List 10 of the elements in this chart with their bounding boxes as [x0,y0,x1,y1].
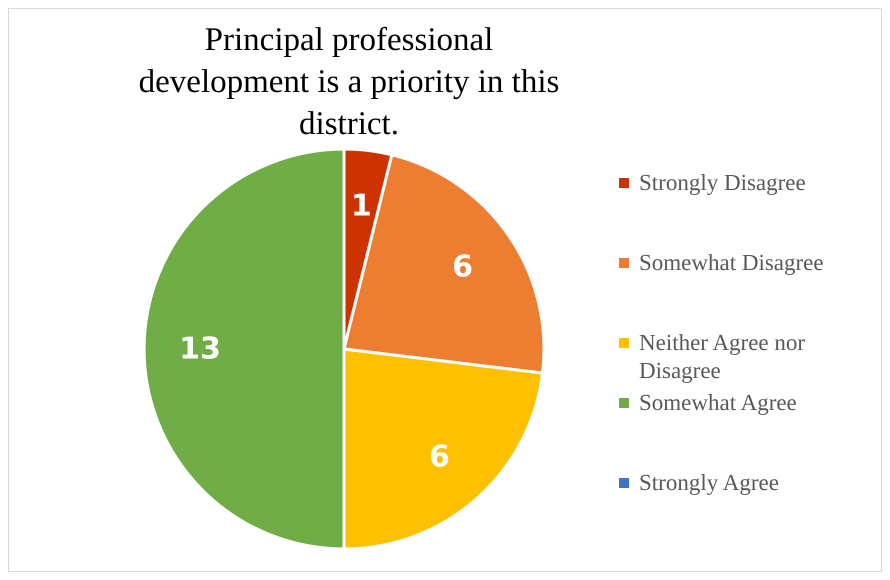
legend-label: Strongly Disagree [639,169,806,197]
data-label: 6 [452,250,473,285]
data-label: 6 [429,439,450,474]
legend-label: Neither Agree nor Disagree [639,329,806,385]
chart-title: Principal professional development is a priority in this district. [138,21,560,144]
data-label: 1 [350,188,372,224]
legend-label: Somewhat Disagree [639,249,824,277]
legend-label: Somewhat Agree [639,389,797,417]
data-label: 13 [179,332,221,366]
legend-label: Strongly Agree [639,469,779,497]
